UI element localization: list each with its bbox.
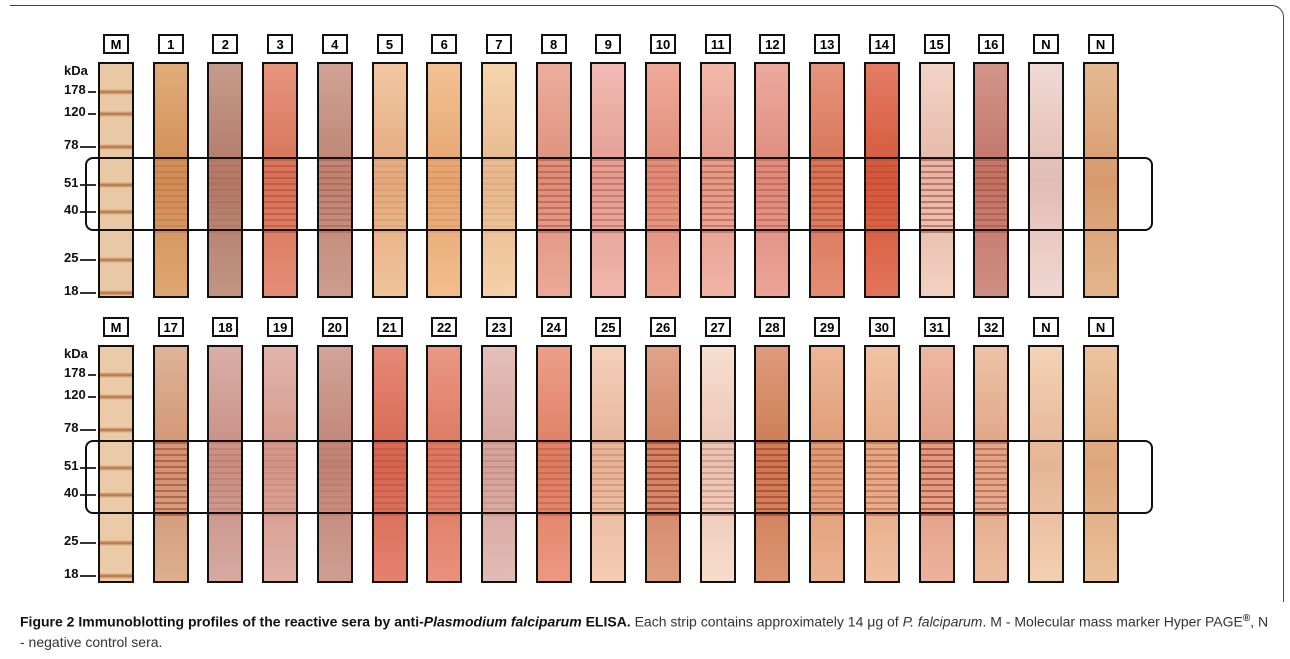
lane-label: 1 xyxy=(158,34,184,54)
caption-title-end: ELISA. xyxy=(582,614,631,630)
caption-label: Figure 2 xyxy=(20,614,74,630)
lane-label: M xyxy=(103,34,129,54)
lane-label: 31 xyxy=(924,317,950,337)
marker-tick xyxy=(80,259,96,261)
marker-label: 51 xyxy=(64,458,78,473)
lane-label: 30 xyxy=(869,317,895,337)
lane-label: 8 xyxy=(541,34,567,54)
lane-label: 7 xyxy=(486,34,512,54)
caption-title-italic: Plasmodium falciparum xyxy=(424,614,582,630)
lane-label: 14 xyxy=(869,34,895,54)
lane-label: 11 xyxy=(705,34,731,54)
lane-label: 5 xyxy=(377,34,403,54)
lane-label: 29 xyxy=(814,317,840,337)
lane-label: 27 xyxy=(705,317,731,337)
lane-label: 32 xyxy=(978,317,1004,337)
marker-tick xyxy=(80,292,96,294)
figure-caption: Figure 2 Immunoblotting profiles of the … xyxy=(20,609,1270,652)
marker-label: 18 xyxy=(64,283,78,298)
lane-label: 24 xyxy=(541,317,567,337)
figure-page: Figure 2 Immunoblotting profiles of the … xyxy=(0,0,1290,659)
marker-tick xyxy=(88,396,96,398)
lane-label: N xyxy=(1088,317,1114,337)
caption-text: . M - Molecular mass marker Hyper PAGE xyxy=(982,614,1242,630)
lane-label: 23 xyxy=(486,317,512,337)
lane-label: 12 xyxy=(759,34,785,54)
unit-label: kDa xyxy=(64,63,88,78)
marker-tick xyxy=(80,146,96,148)
lane-label: 18 xyxy=(212,317,238,337)
lane-label: 19 xyxy=(267,317,293,337)
marker-label: 78 xyxy=(64,420,78,435)
highlight-box xyxy=(85,440,1153,514)
lane-label: 6 xyxy=(431,34,457,54)
lane-label: 3 xyxy=(267,34,293,54)
lane-label: 28 xyxy=(759,317,785,337)
lane-label: 2 xyxy=(212,34,238,54)
lane-label: N xyxy=(1088,34,1114,54)
lane-label: N xyxy=(1033,34,1059,54)
lane-label: 10 xyxy=(650,34,676,54)
marker-tick xyxy=(80,542,96,544)
caption-title: Immunoblotting profiles of the reactive … xyxy=(74,614,423,630)
marker-tick xyxy=(88,113,96,115)
marker-label: 178 xyxy=(64,365,86,380)
lane-label: 4 xyxy=(322,34,348,54)
lane-label: 21 xyxy=(377,317,403,337)
marker-label: 25 xyxy=(64,250,78,265)
lane-label: 15 xyxy=(924,34,950,54)
marker-label: 40 xyxy=(64,485,78,500)
marker-label: 178 xyxy=(64,82,86,97)
lane-label: M xyxy=(103,317,129,337)
lane-label: 25 xyxy=(595,317,621,337)
marker-tick xyxy=(88,91,96,93)
unit-label: kDa xyxy=(64,346,88,361)
marker-tick xyxy=(80,575,96,577)
caption-italic: P. falciparum xyxy=(903,614,983,630)
marker-tick xyxy=(88,374,96,376)
marker-label: 40 xyxy=(64,202,78,217)
marker-label: 78 xyxy=(64,137,78,152)
lane-label: 17 xyxy=(158,317,184,337)
lane-label: 16 xyxy=(978,34,1004,54)
caption-text: Each strip contains approximately 14 μg … xyxy=(631,614,903,630)
lane-label: N xyxy=(1033,317,1059,337)
lane-label: 20 xyxy=(322,317,348,337)
lane-label: 22 xyxy=(431,317,457,337)
marker-label: 120 xyxy=(64,387,86,402)
lane-label: 13 xyxy=(814,34,840,54)
lane-label: 9 xyxy=(595,34,621,54)
marker-label: 120 xyxy=(64,104,86,119)
highlight-box xyxy=(85,157,1153,231)
marker-label: 51 xyxy=(64,175,78,190)
lane-label: 26 xyxy=(650,317,676,337)
marker-label: 25 xyxy=(64,533,78,548)
marker-tick xyxy=(80,429,96,431)
marker-label: 18 xyxy=(64,566,78,581)
